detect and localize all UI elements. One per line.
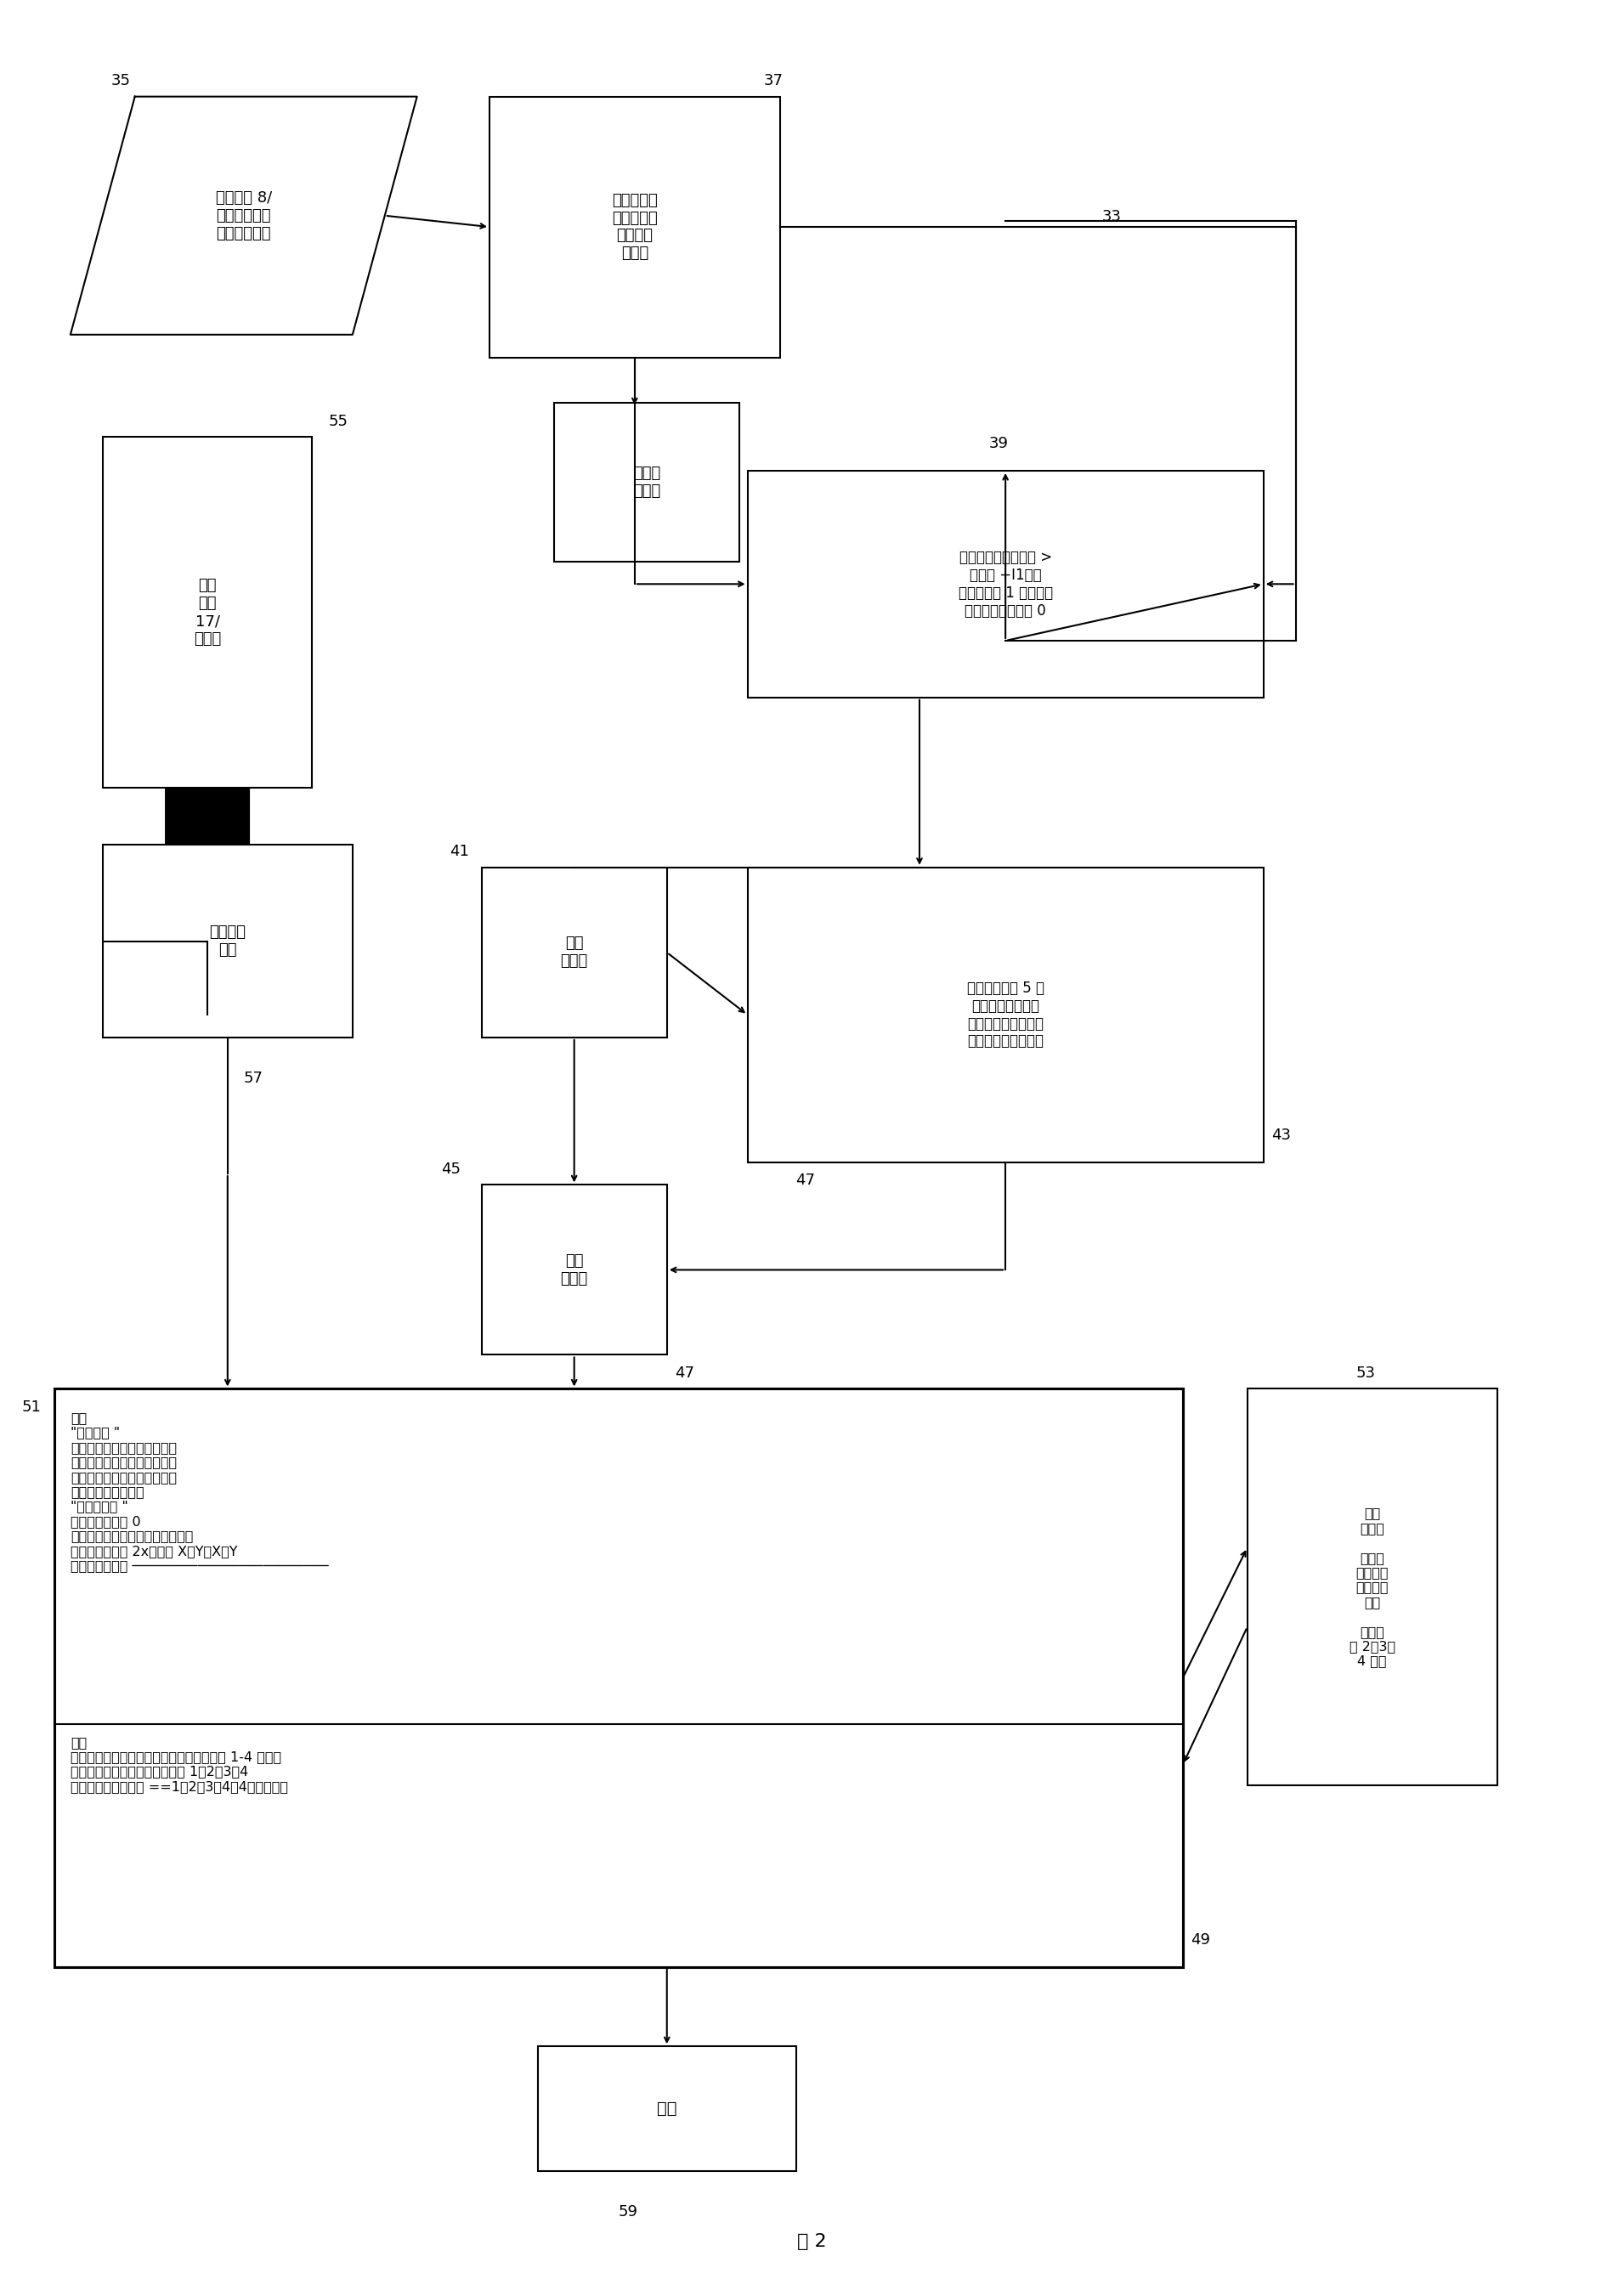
Text: 跳闸: 跳闸 — [658, 2101, 677, 2117]
Text: 49: 49 — [1190, 1933, 1210, 1949]
Text: 当前以及前面 5 个
周期在缓冲器中的
变化的数量？？将数
量置于模式缓冲器中: 当前以及前面 5 个 周期在缓冲器中的 变化的数量？？将数 量置于模式缓冲器中 — [966, 980, 1044, 1048]
Text: 59: 59 — [619, 2204, 638, 2220]
Text: 39: 39 — [989, 435, 1009, 451]
Text: 当前积分检测电流值 >
前一值 +I1？？
如果是，将 1 置于变化
缓冲器中，否则为 0: 当前积分检测电流值 > 前一值 +I1？？ 如果是，将 1 置于变化 缓冲器中，… — [958, 549, 1052, 618]
Text: 45: 45 — [442, 1162, 461, 1176]
FancyBboxPatch shape — [554, 403, 739, 561]
Text: 图 2: 图 2 — [797, 2233, 827, 2249]
FancyBboxPatch shape — [538, 2047, 796, 2172]
FancyBboxPatch shape — [481, 1185, 667, 1356]
Text: 模拟
电流
17/
半周期: 模拟 电流 17/ 半周期 — [193, 579, 221, 647]
FancyBboxPatch shape — [1247, 1388, 1497, 1787]
Text: 变化
缓冲器: 变化 缓冲器 — [560, 937, 588, 969]
Text: 37: 37 — [763, 73, 783, 89]
Text: 积分电流 8/
半周期与电压
过零同步脉冲: 积分电流 8/ 半周期与电压 过零同步脉冲 — [216, 189, 271, 242]
Text: 47: 47 — [796, 1174, 815, 1187]
Text: 57: 57 — [244, 1071, 263, 1087]
FancyBboxPatch shape — [489, 96, 780, 358]
FancyBboxPatch shape — [102, 846, 352, 1037]
FancyBboxPatch shape — [481, 868, 667, 1037]
Text: 模式
缓冲器: 模式 缓冲器 — [560, 1253, 588, 1285]
Text: 确定峰值
电流: 确定峰值 电流 — [209, 925, 245, 957]
FancyBboxPatch shape — [747, 868, 1263, 1162]
Text: 47: 47 — [676, 1365, 695, 1381]
FancyBboxPatch shape — [54, 1388, 1182, 1967]
Text: 35: 35 — [110, 73, 130, 89]
Text: 复位
计时器

停止：
在复位或
时间过去
之后

开始：
在 2、3、
4 之后: 复位 计时器 停止： 在复位或 时间过去 之后 开始： 在 2、3、 4 之后 — [1350, 1506, 1395, 1668]
FancyBboxPatch shape — [102, 438, 312, 789]
Text: 相加以形成
全周期上的
积分检测
电流值: 相加以形成 全周期上的 积分检测 电流值 — [612, 194, 658, 262]
Text: 跳闸
模式缓冲器所有四个标志被设置（已经看到 1-4 变化）
延迟决策：按顺序，模式缓冲器 1、2、3、4
按顺序，模式缓冲器 ==1，2，3，4，4，否则复位: 跳闸 模式缓冲器所有四个标志被设置（已经看到 1-4 变化） 延迟决策：按顺序，… — [70, 1737, 287, 1794]
Polygon shape — [102, 789, 312, 1014]
Text: 33: 33 — [1103, 210, 1122, 226]
Text: 不分割
流版本: 不分割 流版本 — [633, 465, 661, 499]
Text: 55: 55 — [328, 412, 348, 428]
Text: 41: 41 — [450, 843, 469, 859]
Text: 复位
"跳闸避免 "
对于三个连续周期电流过低？
对于三个连续周期电流过高？
电流太不对称（半波负载）？
存在移动的调光器？
"再度初始化 "
模式缓冲器具有 : 复位 "跳闸避免 " 对于三个连续周期电流过低？ 对于三个连续周期电流过高？ 电… — [70, 1411, 328, 1573]
Text: 43: 43 — [1272, 1128, 1291, 1142]
FancyBboxPatch shape — [747, 472, 1263, 697]
Text: 51: 51 — [23, 1399, 42, 1415]
Text: 53: 53 — [1356, 1365, 1376, 1381]
